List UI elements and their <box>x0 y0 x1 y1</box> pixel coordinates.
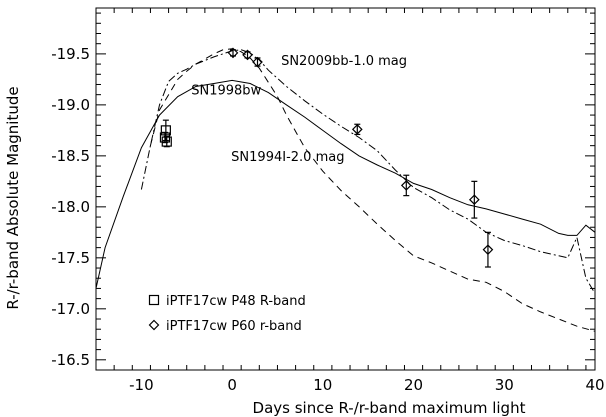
axis-ticks: -10 0 10 20 30 40 -16.5 -17.0 -17.5 -18.0 -18.5 -19… <box>51 8 605 394</box>
p60-diamond-point <box>468 194 480 206</box>
p60-diamond-point <box>482 244 494 256</box>
series-line-sn1994i-2-0-mag <box>149 48 596 332</box>
plot-frame <box>95 7 596 371</box>
p60-diamond-point <box>242 49 253 61</box>
series-line-sn2009bb-1-0-mag <box>140 49 596 294</box>
p48-square-point <box>161 136 172 147</box>
y-tick-label: -16.5 <box>51 351 90 369</box>
x-tick-label: 40 <box>585 376 604 394</box>
y-tick-label: -18.5 <box>51 147 90 165</box>
legend-label: iPTF17cw P48 R-band <box>166 294 306 309</box>
y-tick-label: -19.0 <box>51 96 90 114</box>
annotations: SN2009bb-1.0 mag SN1998bw SN1994I-2.0 mag <box>191 54 407 165</box>
legend-square-marker <box>148 294 160 306</box>
p48-square-point <box>160 125 171 136</box>
series-line-sn1998bw <box>95 79 596 289</box>
y-tick-label: -18.0 <box>51 198 90 216</box>
x-tick-label: 30 <box>495 376 514 394</box>
data-points <box>159 47 494 268</box>
legend-label: iPTF17cw P60 r-band <box>166 319 302 334</box>
series-lines <box>95 48 596 332</box>
x-axis-label: Days since R-/r-band maximum light <box>253 399 526 417</box>
legend-diamond-marker <box>148 319 160 331</box>
x-tick-label: 10 <box>313 376 332 394</box>
x-tick-label: 20 <box>404 376 423 394</box>
p60-diamond-point <box>252 56 263 68</box>
x-tick-label: 0 <box>227 376 237 394</box>
y-tick-label: -19.5 <box>51 45 90 63</box>
x-tick-label: -10 <box>129 376 154 394</box>
y-tick-label: -17.5 <box>51 249 90 267</box>
p60-diamond-point <box>400 180 412 191</box>
legend: iPTF17cw P48 R-band iPTF17cw P60 r-band <box>148 294 306 334</box>
p60-diamond-point <box>351 123 363 135</box>
plot-area <box>95 7 596 371</box>
series-annotation: SN2009bb-1.0 mag <box>281 54 407 69</box>
y-axis-label: R-/r-band Absolute Magnitude <box>4 86 22 309</box>
p60-diamond-point <box>227 47 239 59</box>
series-annotation: SN1998bw <box>191 84 261 99</box>
series-annotation: SN1994I-2.0 mag <box>231 150 344 165</box>
y-tick-label: -17.0 <box>51 300 90 318</box>
